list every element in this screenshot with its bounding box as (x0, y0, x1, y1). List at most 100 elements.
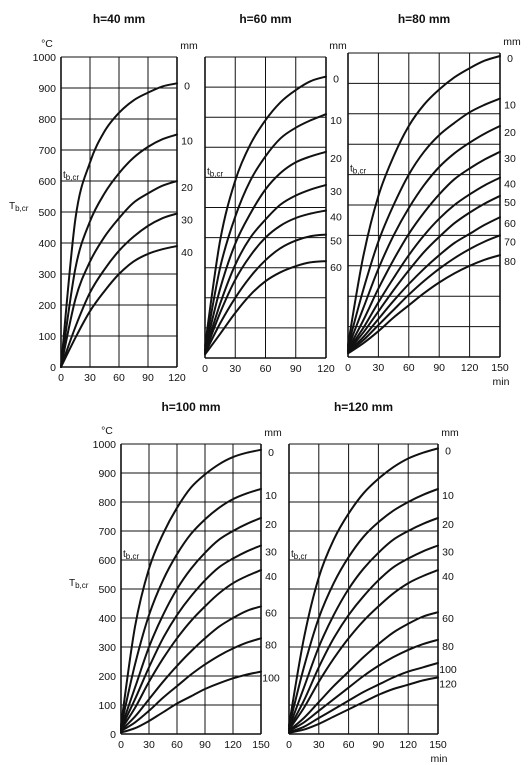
series-label: 0 (445, 445, 451, 457)
series-label: 60 (265, 607, 277, 619)
tbcr-annotation: tb,cr (123, 549, 139, 561)
chart-panel-4: h=100 mm0 30 60 90 120 1500100200300400500600… (69, 400, 282, 751)
y-axis-label: Tb,cr (69, 578, 89, 590)
tbcr-annotation: tb,cr (291, 549, 307, 561)
series-line-0mm (204, 75, 327, 347)
x-tick-label: 30 (313, 739, 325, 751)
series-line-30mm (288, 544, 439, 730)
curve-unit-label: mm (503, 36, 521, 48)
y-tick-label: 800 (98, 497, 116, 509)
series-label: 50 (504, 197, 516, 209)
series-label: 100 (262, 673, 280, 685)
y-tick-label: 900 (98, 468, 116, 480)
x-tick-label: 30 (84, 372, 96, 384)
series-label: 10 (442, 490, 454, 502)
series-label: 0 (268, 447, 274, 459)
x-tick-label: 90 (199, 739, 211, 751)
x-tick-label: 60 (113, 372, 125, 384)
series-label: 20 (442, 519, 454, 531)
panel-title: h=120 mm (334, 400, 393, 414)
series-line-10mm (60, 133, 178, 368)
y-tick-label: 1000 (93, 439, 117, 451)
series-label: 40 (442, 571, 454, 583)
x-tick-label: 30 (143, 739, 155, 751)
chart-panel-2: h=60 mm 0 30 60 90 120 mm tb,cr 0 10 20 30 40 50 60 (202, 12, 347, 375)
panel-title: h=100 mm (161, 400, 220, 414)
series-label: 10 (265, 490, 277, 502)
curve-unit-label: mm (441, 427, 459, 439)
series-line-40mm (60, 245, 178, 368)
series-line-80mm (347, 254, 501, 355)
series-label: 0 (184, 80, 190, 92)
x-tick-label: 30 (229, 363, 241, 375)
panel-title: h=60 mm (239, 12, 291, 26)
x-unit-label: min (493, 376, 510, 388)
curve-unit-label: mm (264, 427, 282, 439)
y-tick-label: 500 (38, 207, 56, 219)
y-tick-label: 200 (98, 671, 116, 683)
series-label: 120 (439, 678, 457, 690)
series-line-0mm (347, 55, 501, 346)
y-tick-label: 500 (98, 584, 116, 596)
y-tick-label: 0 (50, 362, 56, 374)
y-tick-label: 300 (38, 269, 56, 281)
series-line-40mm (204, 209, 327, 354)
y-tick-label: 800 (38, 114, 56, 126)
x-tick-label: 90 (142, 372, 154, 384)
curve-unit-label: mm (180, 40, 198, 52)
series-line-70mm (347, 234, 501, 354)
x-tick-label: 0 (202, 363, 208, 375)
series-label: 30 (330, 186, 342, 198)
series-label: 40 (181, 247, 193, 259)
y-tick-label: 1000 (33, 52, 57, 64)
series-label: 30 (181, 215, 193, 227)
series-label: 0 (507, 53, 513, 65)
series-line-40mm (288, 569, 439, 731)
x-tick-label: 60 (403, 362, 415, 374)
series-line-30mm (60, 212, 178, 368)
series-label: 0 (333, 74, 339, 86)
x-tick-label: 150 (429, 739, 447, 751)
curve-unit-label: mm (329, 40, 347, 52)
x-tick-label: 0 (286, 739, 292, 751)
y-tick-label: 300 (98, 642, 116, 654)
series-label: 40 (330, 212, 342, 224)
series-line-20mm (204, 150, 327, 352)
y-tick-label: 0 (110, 729, 116, 741)
x-tick-label: 0 (58, 372, 64, 384)
series-label: 10 (181, 136, 193, 148)
x-tick-label: 30 (373, 362, 385, 374)
series-label: 80 (504, 256, 516, 268)
y-tick-label: 100 (98, 700, 116, 712)
series-label: 30 (265, 547, 277, 559)
series-label: 40 (265, 571, 277, 583)
y-unit-label: °C (101, 425, 113, 437)
series-line-30mm (120, 544, 262, 730)
series-label: 10 (330, 115, 342, 127)
series-line-60mm (204, 260, 327, 356)
x-tick-label: 60 (171, 739, 183, 751)
y-tick-label: 600 (98, 555, 116, 567)
series-line-20mm (120, 517, 262, 730)
x-tick-label: 60 (260, 363, 272, 375)
series-line-10mm (347, 97, 501, 348)
series-line-10mm (120, 488, 262, 728)
series-label: 100 (439, 664, 457, 676)
series-line-20mm (288, 517, 439, 730)
chart-panel-5: h=120 mm 0 30 60 90 120 150 mm min tb,cr 0 10 20 30 40… (286, 400, 459, 765)
tbcr-annotation: tb,cr (63, 170, 79, 182)
series-line-30mm (204, 183, 327, 353)
series-label: 70 (504, 236, 516, 248)
panel-title: h=80 mm (398, 12, 450, 26)
series-label: 20 (265, 519, 277, 531)
series-line-0mm (288, 447, 439, 727)
y-tick-label: 400 (98, 613, 116, 625)
series-label: 60 (442, 613, 454, 625)
x-tick-label: 150 (252, 739, 270, 751)
series-line-60mm (288, 611, 439, 732)
series-line-20mm (60, 180, 178, 368)
series-line-30mm (347, 150, 501, 351)
x-tick-label: 90 (290, 363, 302, 375)
y-tick-label: 700 (38, 145, 56, 157)
